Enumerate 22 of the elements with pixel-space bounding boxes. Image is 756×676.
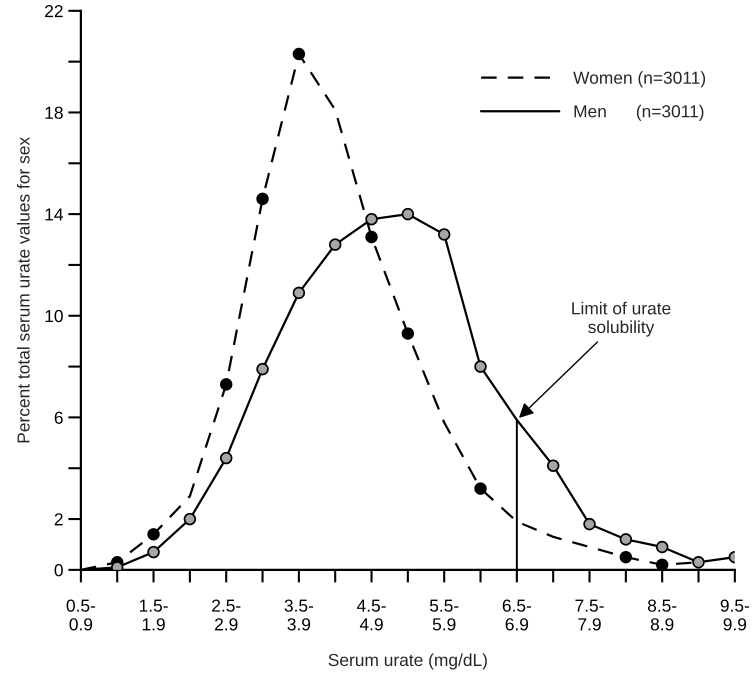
x-axis-title: Serum urate (mg/dL) bbox=[328, 653, 487, 670]
x-tick-label: 2.5- 2.9 bbox=[212, 599, 240, 630]
y-tick-label: 0 bbox=[54, 564, 63, 576]
x-tick-label: 1.5- 1.9 bbox=[140, 600, 168, 630]
x-tick-label: 5.5- 5.9 bbox=[430, 600, 458, 630]
x-tick-label: 4.5- 4.9 bbox=[356, 600, 386, 630]
x-tick-label: 9.5- 9.9 bbox=[720, 599, 750, 630]
y-axis-title: Percent total serum urate values for sex bbox=[16, 137, 30, 442]
y-tick-label: 22 bbox=[45, 4, 63, 18]
x-tick-label: 8.5- 8.9 bbox=[648, 599, 676, 630]
y-tick-label: 6 bbox=[54, 412, 63, 424]
y-tick-label: 10 bbox=[46, 310, 63, 322]
x-tick-label: 3.5- 3.9 bbox=[284, 599, 314, 630]
x-tick-label: 0.5- 0.9 bbox=[66, 599, 96, 630]
legend-label: Women (n=3011) bbox=[573, 71, 706, 88]
y-tick-label: 14 bbox=[46, 208, 64, 220]
y-tick-label: 18 bbox=[46, 106, 63, 119]
annotation: Limit of urate solubility bbox=[572, 302, 670, 337]
x-tick-label: 7.5- 7.9 bbox=[575, 600, 604, 630]
y-tick-label: 2 bbox=[54, 513, 63, 526]
x-tick-label: 6.5- 6.9 bbox=[502, 599, 532, 630]
legend-label: Men (n=3011) bbox=[574, 104, 704, 121]
